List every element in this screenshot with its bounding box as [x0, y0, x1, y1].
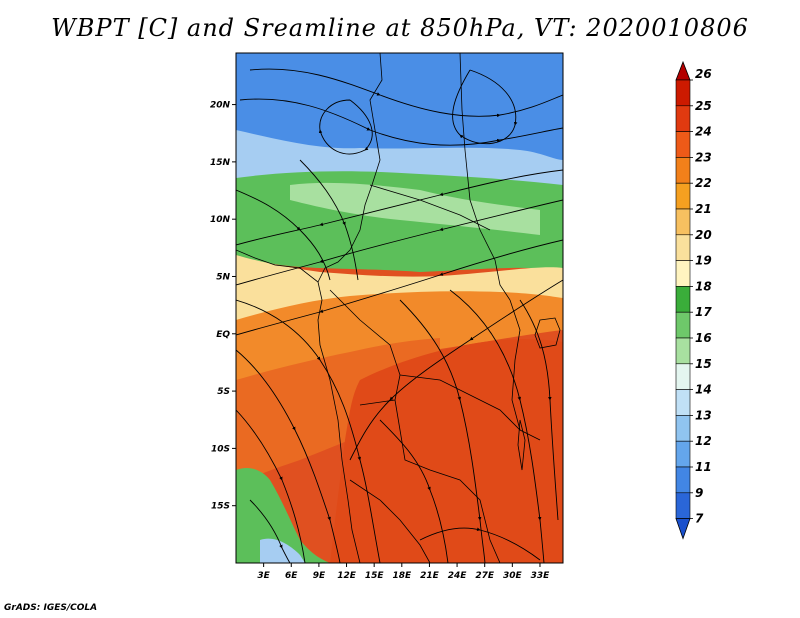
- streamline: [249, 499, 291, 563]
- colorbar-segment: [675, 208, 691, 236]
- wbpt-region-green-south: [236, 468, 330, 563]
- streamline: [236, 169, 563, 246]
- colorbar-segment: [675, 492, 691, 519]
- colorbar-label: 15: [695, 357, 712, 371]
- coastline: [236, 249, 361, 563]
- lon-tick-label: 3E: [257, 571, 270, 581]
- streamline: [236, 199, 563, 286]
- wbpt-shaded-field: [236, 53, 563, 563]
- streamline: [449, 289, 545, 563]
- colorbar-label: 24: [695, 125, 712, 139]
- colorbar-label: 25: [695, 99, 712, 113]
- lon-tick-label: 30E: [503, 571, 523, 581]
- colorbar-label: 16: [695, 331, 712, 345]
- streamline: [236, 239, 563, 336]
- streamlines: [236, 68, 563, 563]
- lon-tick-label: 12E: [337, 571, 357, 581]
- colorbar-label: 7: [695, 512, 704, 526]
- colorbar-label: 11: [695, 460, 712, 474]
- border-line: [399, 374, 541, 441]
- colorbar-label: 26: [695, 67, 712, 81]
- colorbar-segment: [675, 363, 691, 390]
- colorbar-label: 20: [695, 228, 712, 242]
- country-borders: [236, 53, 561, 563]
- latitude-axis: 20N 15N 10N 5N EQ 5S 10S 15S: [210, 101, 236, 512]
- lake-outline: [534, 317, 561, 349]
- colorbar-top-arrow-icon: [675, 60, 691, 81]
- lon-tick-label: 24E: [448, 571, 468, 581]
- lon-tick-label: 21E: [420, 571, 440, 581]
- colorbar-segment: [675, 415, 691, 442]
- border-line: [317, 53, 383, 283]
- border-line: [459, 53, 511, 301]
- colorbar-segment: [675, 234, 691, 261]
- credit-label: GrADS: IGES/COLA: [4, 603, 98, 613]
- colorbar-segment: [675, 311, 691, 339]
- colorbar-segment: [675, 260, 691, 287]
- streamline: [236, 299, 381, 563]
- colorbar-segment: [675, 182, 691, 210]
- colorbar-segment: [675, 79, 691, 107]
- lon-tick-label: 15E: [365, 571, 385, 581]
- colorbar-label: 22: [695, 176, 712, 190]
- colorbar-segment: [675, 105, 691, 132]
- lake-outline: [517, 419, 526, 471]
- wbpt-region-lightblue-south: [260, 538, 305, 563]
- lat-tick-label: 5S: [217, 387, 230, 397]
- colorbar-label: 19: [695, 254, 712, 268]
- lat-tick-label: 5N: [216, 272, 230, 282]
- colorbar-label: 14: [695, 383, 712, 397]
- lon-tick-label: 33E: [531, 571, 551, 581]
- lon-tick-label: 18E: [392, 571, 412, 581]
- colorbar-segment: [675, 131, 691, 158]
- streamline: [399, 299, 486, 563]
- streamline: [318, 99, 373, 155]
- border-line: [349, 479, 431, 563]
- colorbar-label: 9: [695, 486, 703, 500]
- streamline: [236, 349, 341, 563]
- border-line: [394, 399, 501, 563]
- colorbar-segment: [675, 466, 691, 494]
- page-title: WBPT [C] and Sreamline at 850hPa, VT: 20…: [51, 14, 749, 42]
- streamline: [452, 69, 518, 145]
- colorbar-label: 21: [695, 202, 712, 216]
- lon-tick-label: 6E: [285, 571, 298, 581]
- streamline: [299, 159, 359, 281]
- colorbar-label: 17: [695, 305, 712, 319]
- colorbar-bottom-arrow-icon: [675, 518, 691, 540]
- lon-tick-label: 27E: [475, 571, 495, 581]
- colorbar-segment: [675, 337, 691, 365]
- colorbar-segment: [675, 157, 691, 184]
- border-line: [369, 184, 491, 231]
- lat-tick-label: 10N: [210, 215, 231, 225]
- lat-tick-label: EQ: [216, 330, 230, 340]
- colorbar-segment: [675, 389, 691, 416]
- colorbar-label: 18: [695, 279, 712, 293]
- lat-tick-label: 15S: [211, 502, 230, 512]
- lat-tick-label: 10S: [211, 444, 230, 454]
- colorbar: 26 25 24 23 22 21 20 19 18 17 16 15 14 13 12 11 9 7: [675, 60, 712, 540]
- streamline: [239, 98, 563, 146]
- streamline: [419, 527, 541, 561]
- colorbar-segment: [675, 440, 691, 468]
- border-line: [329, 289, 401, 406]
- longitude-axis: 3E 6E 9E 12E 15E 18E 21E 24E 27E 30E 33E: [257, 563, 550, 581]
- colorbar-label: 12: [695, 434, 712, 448]
- streamline: [379, 419, 449, 563]
- lon-tick-label: 9E: [313, 571, 326, 581]
- lat-tick-label: 20N: [210, 101, 231, 111]
- streamline: [519, 299, 559, 521]
- lat-tick-label: 15N: [210, 158, 231, 168]
- streamline: [236, 409, 306, 563]
- colorbar-label: 13: [695, 408, 712, 422]
- wbpt-region-redorange: [330, 339, 563, 563]
- colorbar-label: 23: [695, 150, 712, 164]
- streamline: [236, 189, 331, 281]
- map-frame: [235, 52, 564, 564]
- streamline: [249, 68, 563, 118]
- border-line: [509, 299, 521, 431]
- colorbar-segment: [675, 286, 691, 313]
- streamline: [349, 279, 563, 461]
